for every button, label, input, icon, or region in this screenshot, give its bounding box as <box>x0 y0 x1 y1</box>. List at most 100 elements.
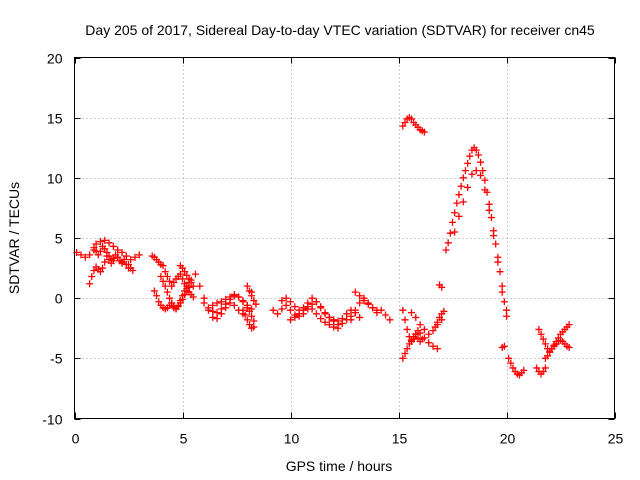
data-point <box>457 182 465 190</box>
data-point <box>399 306 407 314</box>
data-point <box>317 315 325 323</box>
data-point <box>168 282 176 290</box>
data-point <box>533 364 541 372</box>
data-point <box>168 299 176 307</box>
data-point <box>425 330 433 338</box>
x-tick-label: 15 <box>392 431 408 447</box>
data-point <box>179 264 186 272</box>
series-arc-27 <box>505 354 528 379</box>
data-point <box>287 298 294 306</box>
data-point <box>477 171 485 179</box>
data-point <box>503 306 510 314</box>
data-point <box>96 238 104 246</box>
series-arc-3 <box>90 242 137 274</box>
series-arc-20 <box>399 330 426 362</box>
data-point <box>189 293 197 301</box>
data-point <box>418 335 426 343</box>
series-arc-23 <box>436 281 446 291</box>
data-point <box>245 321 253 329</box>
data-point <box>73 248 81 256</box>
data-point <box>176 270 184 278</box>
data-point <box>455 212 463 220</box>
data-point <box>170 279 178 287</box>
data-point <box>356 292 364 300</box>
data-point <box>338 315 346 323</box>
data-point <box>537 330 545 338</box>
data-point <box>127 256 135 264</box>
data-point <box>312 310 320 318</box>
data-point <box>179 292 186 300</box>
data-point <box>252 300 260 308</box>
data-point <box>351 288 359 296</box>
data-point <box>481 186 489 194</box>
data-point <box>541 340 549 348</box>
data-point <box>217 298 225 306</box>
data-point <box>159 262 167 270</box>
data-point <box>245 287 253 295</box>
data-point <box>213 309 221 317</box>
data-point <box>230 301 238 309</box>
data-point <box>135 251 143 259</box>
data-point <box>159 277 167 285</box>
y-tick-label: -10 <box>42 412 62 428</box>
data-point <box>433 318 441 326</box>
data-point <box>414 334 422 342</box>
x-tick-label: 5 <box>180 431 188 447</box>
data-point <box>153 292 161 300</box>
series-arc-12 <box>243 282 260 308</box>
data-point <box>459 198 467 206</box>
data-point <box>103 248 111 256</box>
y-axis-label: SDTVAR / TECUs <box>6 182 22 294</box>
data-point <box>325 313 333 321</box>
data-point <box>99 264 107 272</box>
data-point <box>129 266 137 274</box>
data-point <box>239 297 247 305</box>
data-point <box>282 301 290 309</box>
data-point <box>330 316 338 324</box>
data-point <box>565 344 573 352</box>
data-point <box>109 242 117 250</box>
data-point <box>438 283 446 291</box>
data-point <box>114 246 122 254</box>
data-point <box>520 366 528 374</box>
data-point <box>412 330 420 338</box>
data-point <box>161 268 169 276</box>
data-point <box>461 167 469 175</box>
data-point <box>226 293 234 301</box>
data-point <box>150 287 158 295</box>
data-point <box>399 122 407 130</box>
data-point <box>472 146 480 154</box>
data-point <box>477 158 485 166</box>
data-point <box>507 359 515 367</box>
data-point <box>325 321 333 329</box>
data-point <box>81 253 89 261</box>
axes <box>74 57 616 420</box>
data-point <box>412 313 420 321</box>
data-point <box>308 305 316 313</box>
data-point <box>565 321 573 329</box>
data-point <box>209 301 217 309</box>
data-point <box>183 271 191 279</box>
data-point <box>451 228 459 236</box>
data-point <box>174 301 182 309</box>
data-point <box>539 335 547 343</box>
data-point <box>485 200 493 208</box>
y-tick-label: 15 <box>47 111 63 127</box>
data-point <box>161 282 169 290</box>
data-point <box>364 300 372 308</box>
data-point <box>312 298 320 306</box>
data-point <box>109 254 117 262</box>
data-point <box>101 236 109 244</box>
data-point <box>429 342 437 350</box>
data-point <box>122 252 130 260</box>
data-point <box>204 304 212 312</box>
data-point <box>105 252 113 260</box>
series-arc-26 <box>498 342 508 352</box>
tick-labels: 0 5 10 15 20 25 -10 -5 0 5 10 15 20 <box>42 51 623 447</box>
series-arc-28 <box>533 364 549 378</box>
data-point <box>243 301 251 309</box>
series-arc-22 <box>431 307 448 331</box>
data-point <box>299 306 307 314</box>
data-point <box>541 364 549 372</box>
